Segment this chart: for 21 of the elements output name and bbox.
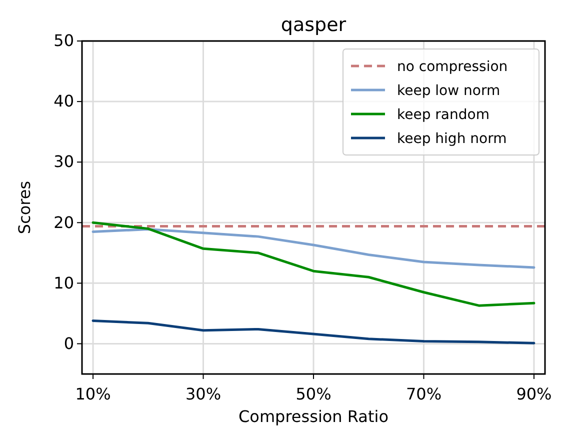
line-series	[92, 228, 536, 269]
line-series	[92, 319, 536, 344]
x-tick-label: 10%	[75, 384, 111, 404]
y-tick-label: 10	[54, 273, 74, 292]
chart-title: qasper	[280, 14, 346, 36]
y-tick-label: 30	[54, 152, 74, 172]
legend-label: keep high norm	[397, 131, 507, 147]
y-tick-label: 20	[54, 212, 74, 232]
legend-label: keep low norm	[397, 83, 500, 99]
x-tick-label: 50%	[296, 384, 332, 404]
y-tick-label: 40	[54, 92, 74, 111]
y-tick-label: 0	[64, 334, 74, 353]
legend-label: no compression	[397, 59, 508, 75]
line-series	[92, 221, 536, 307]
y-axis-title: Scores	[15, 180, 34, 234]
x-tick-label: 90%	[516, 384, 552, 404]
x-tick-label: 70%	[406, 384, 442, 404]
x-tick-label: 30%	[185, 384, 222, 404]
y-tick-label: 50	[54, 31, 74, 50]
x-axis-title: Compression Ratio	[238, 407, 388, 426]
legend-label: keep random	[397, 107, 490, 123]
